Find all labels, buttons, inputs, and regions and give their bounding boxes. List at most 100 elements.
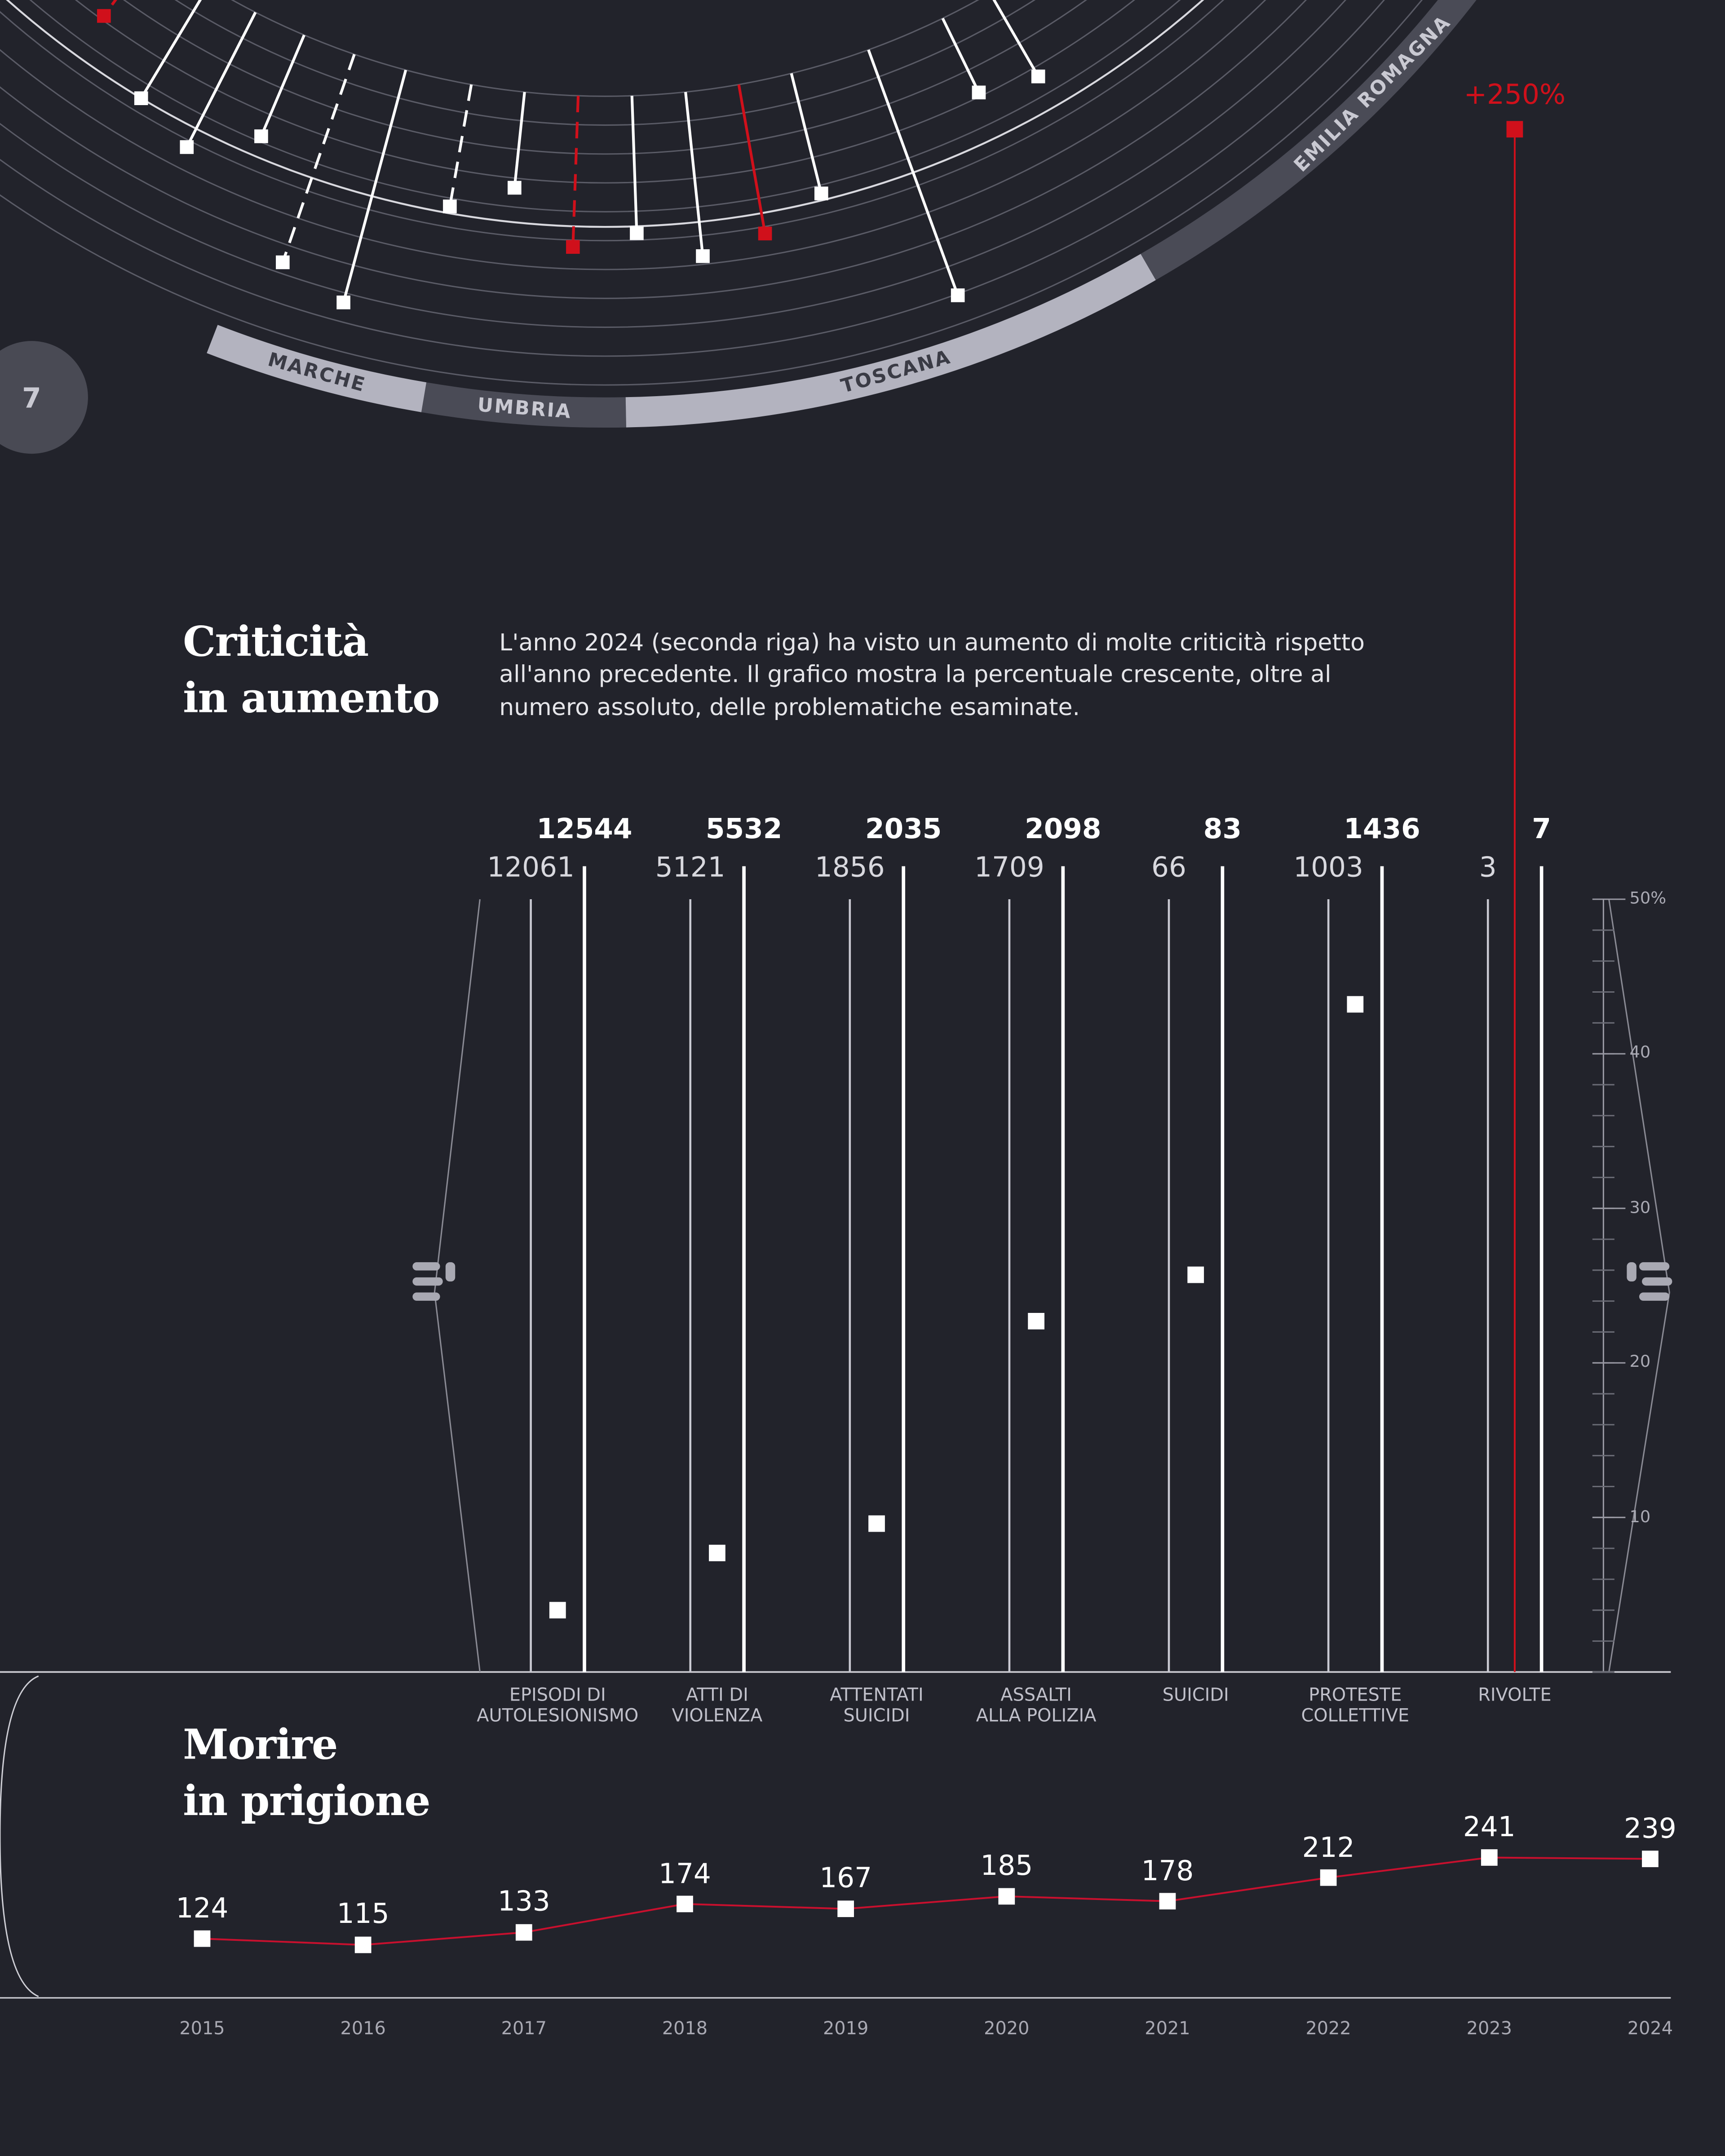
value-label: 212 bbox=[1302, 1830, 1355, 1864]
spoke-marker bbox=[814, 186, 828, 200]
dot bbox=[868, 1515, 885, 1532]
page-badge bbox=[0, 341, 88, 454]
x-tick-label: 2019 bbox=[823, 2019, 869, 2040]
spoke-marker bbox=[180, 140, 194, 154]
count-label: 1436 bbox=[1344, 812, 1420, 845]
chart-title: Criticità in aumento bbox=[183, 619, 440, 723]
region-label: MARCHE bbox=[265, 348, 368, 397]
y-tick-label: 20 bbox=[1629, 1352, 1651, 1371]
spoke-marker bbox=[336, 296, 350, 309]
chart-title: Morire in prigione bbox=[183, 1721, 430, 1825]
spoke bbox=[140, 0, 202, 99]
count-label: 3 bbox=[1479, 850, 1497, 884]
value-label: 178 bbox=[1141, 1854, 1194, 1887]
spoke bbox=[992, 0, 1039, 77]
count-label: 5532 bbox=[705, 812, 783, 845]
value-label: 241 bbox=[1463, 1810, 1516, 1843]
point bbox=[515, 1924, 532, 1941]
point bbox=[998, 1888, 1015, 1905]
region-label: EMILIA ROMAGNA bbox=[1290, 11, 1455, 177]
x-tick-label: SUICIDI bbox=[1162, 1686, 1229, 1706]
icon bbox=[412, 1262, 456, 1301]
value-label: 115 bbox=[336, 1897, 389, 1931]
spoke bbox=[102, 0, 117, 17]
x-tick-label: RIVOLTE bbox=[1478, 1686, 1552, 1706]
line bbox=[202, 1856, 1650, 1946]
value-label: 124 bbox=[176, 1891, 229, 1924]
arc-line bbox=[123, 0, 1087, 155]
x-tick-label: 2022 bbox=[1305, 2019, 1351, 2040]
count-label: 66 bbox=[1151, 850, 1186, 884]
x-tick-label: 2020 bbox=[984, 2019, 1030, 2040]
dot bbox=[1506, 121, 1523, 138]
arc-line bbox=[29, 0, 1181, 212]
spoke bbox=[867, 49, 960, 296]
arc-line bbox=[0, 0, 1385, 357]
region-band bbox=[1141, 0, 1477, 280]
region-band bbox=[207, 325, 427, 412]
region-band bbox=[421, 382, 626, 428]
spoke-marker bbox=[951, 288, 965, 302]
count-label: 2098 bbox=[1025, 812, 1101, 845]
point bbox=[354, 1936, 372, 1953]
count-label: 83 bbox=[1203, 812, 1242, 845]
point bbox=[677, 1895, 693, 1913]
spoke bbox=[448, 84, 473, 207]
x-tick-label: ASSALTI ALLA POLIZIA bbox=[976, 1686, 1097, 1727]
x-tick-label: 2015 bbox=[179, 2019, 225, 2040]
value-label: 167 bbox=[819, 1861, 872, 1895]
count-label: 1709 bbox=[974, 850, 1044, 884]
count-label: 1003 bbox=[1293, 850, 1364, 884]
funnel bbox=[433, 899, 481, 1672]
x-tick-label: ATTI DI VIOLENZA bbox=[672, 1686, 763, 1727]
spoke-marker bbox=[696, 249, 710, 263]
count-label: 2035 bbox=[865, 812, 942, 845]
count-label: 12061 bbox=[487, 850, 575, 884]
x-tick-label: 2021 bbox=[1145, 2019, 1190, 2040]
region-band bbox=[625, 254, 1156, 428]
point bbox=[1159, 1893, 1176, 1910]
x-tick-label: 2023 bbox=[1466, 2019, 1512, 2040]
point bbox=[1320, 1869, 1337, 1886]
dot bbox=[709, 1545, 725, 1561]
arc-line bbox=[174, 0, 1036, 126]
value-label: 133 bbox=[497, 1885, 550, 1918]
spoke-marker bbox=[972, 85, 986, 100]
funnel bbox=[1608, 899, 1670, 1672]
spoke-marker bbox=[443, 199, 457, 213]
icon bbox=[1627, 1262, 1672, 1301]
arc-line bbox=[0, 0, 1266, 270]
point bbox=[1481, 1849, 1498, 1866]
arc-line bbox=[0, 0, 1347, 328]
spoke bbox=[941, 18, 980, 93]
arc-line bbox=[231, 0, 979, 97]
x-tick-label: ATTENTATI SUICIDI bbox=[830, 1686, 924, 1727]
spoke-marker bbox=[254, 129, 268, 143]
spoke bbox=[790, 73, 823, 194]
value-label: +250% bbox=[1464, 77, 1566, 111]
page-number: 7 bbox=[22, 382, 41, 414]
dot bbox=[549, 1602, 566, 1619]
spoke-marker bbox=[97, 9, 111, 23]
spoke bbox=[281, 53, 356, 263]
x-tick-label: 2017 bbox=[501, 2019, 547, 2040]
count-label: 12544 bbox=[536, 812, 632, 845]
dot bbox=[1347, 996, 1364, 1013]
spoke bbox=[342, 70, 407, 303]
chart-subtitle: L'anno 2024 (seconda riga) ha visto un a… bbox=[499, 630, 1365, 722]
arc-line bbox=[75, 0, 1136, 184]
point bbox=[837, 1900, 854, 1917]
value-label: 239 bbox=[1623, 1811, 1676, 1845]
arc-line bbox=[6, 0, 1204, 228]
x-tick-label: EPISODI DI AUTOLESIONISMO bbox=[477, 1686, 639, 1727]
spoke-marker bbox=[758, 226, 772, 241]
spoke-marker bbox=[276, 255, 290, 270]
dot bbox=[1187, 1266, 1204, 1283]
point bbox=[1642, 1851, 1659, 1867]
arc-line bbox=[0, 0, 1307, 299]
x-tick-label: 2018 bbox=[662, 2019, 708, 2040]
value-label: 185 bbox=[980, 1849, 1033, 1882]
